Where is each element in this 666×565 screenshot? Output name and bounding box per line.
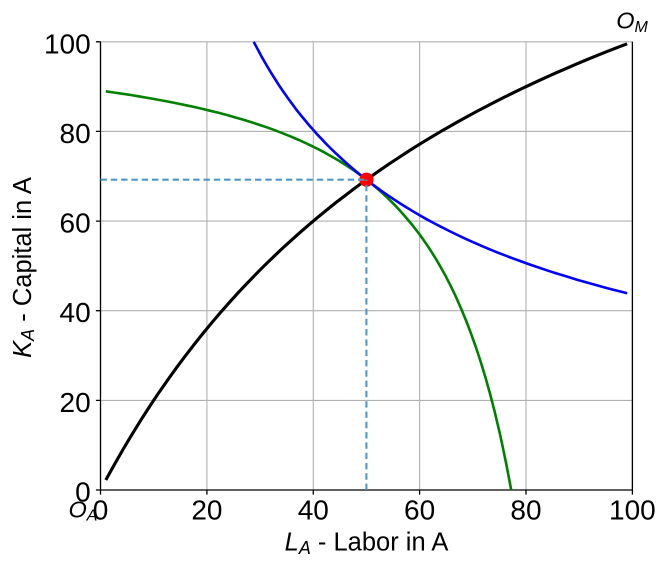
svg-text:20: 20 <box>60 387 91 418</box>
svg-text:100: 100 <box>44 28 91 59</box>
svg-text:40: 40 <box>60 297 91 328</box>
svg-text:40: 40 <box>298 494 329 525</box>
svg-text:OM: OM <box>616 8 648 36</box>
svg-text:60: 60 <box>404 494 435 525</box>
svg-text:0: 0 <box>75 477 91 508</box>
svg-text:100: 100 <box>609 494 656 525</box>
svg-text:80: 80 <box>510 494 541 525</box>
svg-text:20: 20 <box>191 494 222 525</box>
svg-text:80: 80 <box>60 118 91 149</box>
svg-text:60: 60 <box>60 208 91 239</box>
svg-text:0: 0 <box>93 494 109 525</box>
svg-text:KA - Capital in A: KA - Capital in A <box>9 177 38 358</box>
svg-text:OA: OA <box>69 496 98 524</box>
svg-text:LA - Labor in A: LA - Labor in A <box>285 529 449 558</box>
